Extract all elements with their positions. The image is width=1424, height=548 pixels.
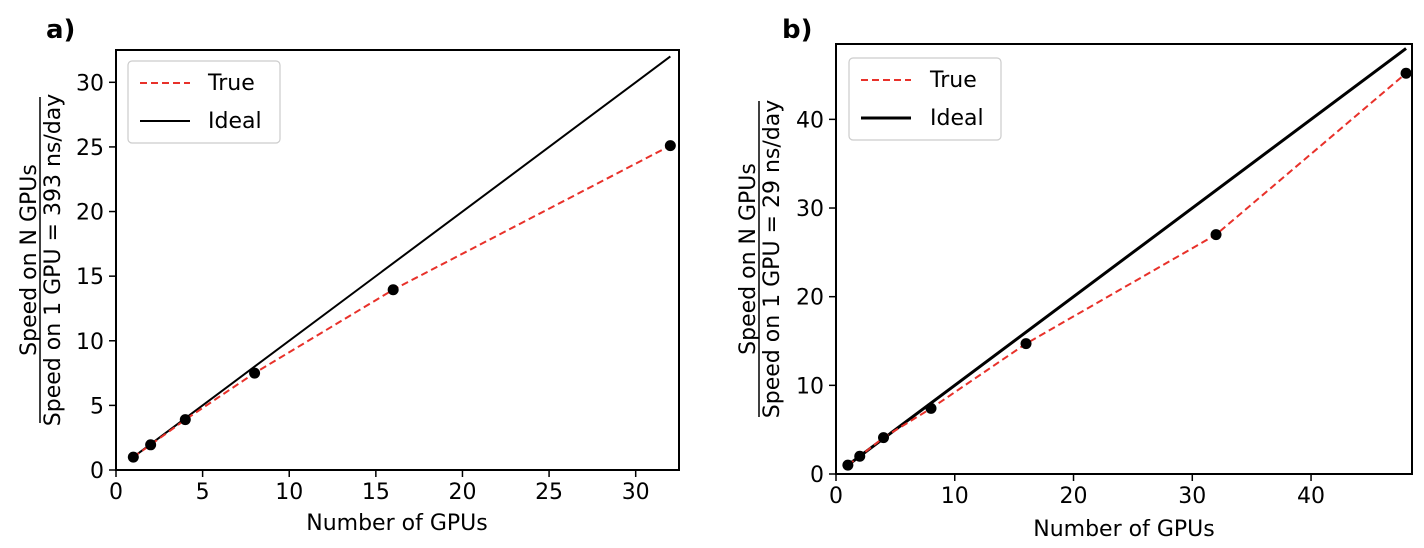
panel-a-x-tick-label: 30	[622, 480, 650, 505]
panel-b-x-tick-label: 10	[941, 484, 969, 509]
panel-b-legend-ideal-label: Ideal	[930, 106, 984, 131]
panel-b-y-tick-label: 30	[796, 197, 824, 222]
panel-b-x-tick-label: 20	[1060, 484, 1088, 509]
panel-a-y-tick-label: 25	[76, 136, 104, 161]
panel-a-x-tick-label: 10	[275, 480, 303, 505]
panel-a-legend-box	[127, 60, 281, 144]
panel-b-x-tick-label: 40	[1297, 484, 1325, 509]
panel-a-x-tick-label: 5	[196, 480, 210, 505]
panel-b-x-axis-label: Number of GPUs	[1033, 517, 1214, 542]
panel-b-y-label-denominator: Speed on 1 GPU = 29 ns/day	[760, 100, 785, 418]
panel-a-data-point	[664, 140, 676, 152]
panel-b-data-point	[842, 459, 854, 471]
panel-b-y-tick-label: 40	[796, 108, 824, 133]
panel-b-legend-true-label: True	[929, 68, 977, 93]
panel-b-data-point	[1400, 67, 1412, 79]
panel-b-x-tick-label: 30	[1178, 484, 1206, 509]
panel-a-x-tick-label: 0	[109, 480, 123, 505]
panel-a-x-tick-label: 25	[535, 480, 563, 505]
panel-a-y-tick-label: 20	[76, 201, 104, 226]
panel-b-data-point	[854, 450, 866, 462]
panel-a-legend: True Ideal	[127, 60, 281, 144]
panel-a-legend-ideal-label: Ideal	[208, 109, 262, 134]
panel-a-data-point	[249, 367, 261, 379]
panel-b-y-tick-label: 0	[810, 463, 824, 488]
panel-a-x-axis-label: Number of GPUs	[306, 511, 487, 536]
panel-a-data-point	[145, 439, 157, 451]
panel-a-chart: a) 0 5 10 15 20 25 30 0 5 10 15 20 25 30 True Ideal N…	[17, 15, 680, 536]
panel-b-x-tick-label: 0	[829, 484, 843, 509]
panel-a-x-tick-label: 20	[448, 480, 476, 505]
panel-a-label: a)	[46, 15, 75, 45]
panel-a-data-point	[179, 414, 191, 426]
panel-b-data-point	[925, 402, 937, 414]
panel-a-y-tick-label: 5	[90, 394, 104, 419]
panel-b-y-label-numerator: Speed on N GPUs	[736, 163, 761, 355]
panel-b-ideal-line	[846, 47, 1407, 467]
panel-b-y-tick-label: 10	[796, 374, 824, 399]
panel-b-legend: True Ideal	[848, 57, 1002, 141]
panel-a-y-label-denominator: Speed on 1 GPU = 393 ns/day	[41, 94, 66, 426]
panel-b-plot-frame	[835, 43, 1413, 475]
panel-a-y-tick-label: 15	[76, 265, 104, 290]
panel-a-ideal-line	[132, 55, 671, 458]
panel-a-y-tick-label: 10	[76, 330, 104, 355]
panel-b-chart: b) 0 10 20 30 40 0 10 20 30 40 True Ideal Number …	[736, 15, 1413, 542]
panel-a-y-label-numerator: Speed on N GPUs	[17, 164, 42, 356]
panel-b-data-point	[1020, 338, 1032, 350]
panel-b-data-point	[878, 432, 890, 444]
panel-a-y-tick-label: 0	[90, 459, 104, 484]
panel-a-y-axis-label: Speed on N GPUs Speed on 1 GPU = 393 ns/…	[17, 94, 66, 426]
panel-a-x-tick-label: 15	[362, 480, 390, 505]
panel-b-y-axis-label: Speed on N GPUs Speed on 1 GPU = 29 ns/d…	[736, 100, 785, 418]
panel-b-data-point	[1210, 229, 1222, 241]
panel-a-y-tick-label: 30	[76, 71, 104, 96]
panel-a-data-point	[127, 451, 139, 463]
panel-b-label: b)	[782, 15, 813, 45]
panel-a-plot-frame	[115, 49, 680, 471]
panel-a-data-point	[387, 284, 399, 296]
panel-a-legend-true-label: True	[207, 71, 255, 96]
panel-a-true-line	[132, 144, 671, 458]
panel-b-y-tick-label: 20	[796, 286, 824, 311]
